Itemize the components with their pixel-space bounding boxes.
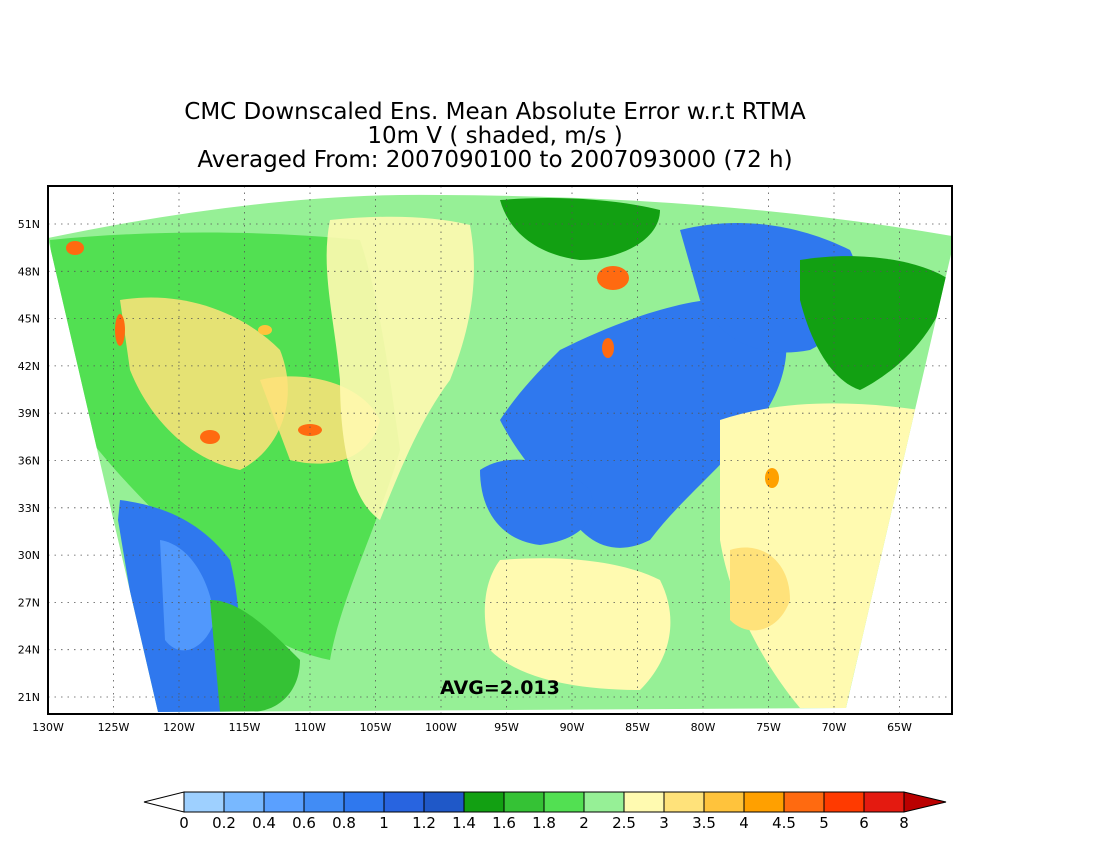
colorbar-swatch [463, 791, 505, 813]
colorbar-swatch [303, 791, 345, 813]
field-baja-green [210, 600, 300, 712]
colorbar-label: 4.5 [772, 814, 796, 832]
latitude-labels: 51N 48N 45N 42N 39N 36N 33N 30N 27N 24N 21N [18, 218, 40, 704]
colorbar-swatch [223, 791, 265, 813]
title-line-2: 10m V ( shaded, m/s ) [367, 123, 623, 149]
colorbar-label: 2.5 [612, 814, 636, 832]
colorbar-label: 0.6 [292, 814, 316, 832]
field-ozarks-blue [480, 459, 593, 545]
lat-tick-label: 39N [18, 407, 40, 420]
lon-tick-label: 105W [360, 721, 392, 734]
lon-tick-label: 65W [887, 721, 912, 734]
longitude-labels: 130W 125W 120W 115W 110W 105W 100W 95W 90W 85W 80W… [32, 721, 912, 734]
colorbar-label: 1.4 [452, 814, 476, 832]
lat-tick-label: 42N [18, 360, 40, 373]
hotspot-colorado [298, 424, 322, 436]
colorbar-swatch [783, 791, 825, 813]
colorbar-label: 0.8 [332, 814, 356, 832]
colorbar-label: 3 [659, 814, 669, 832]
lat-tick-label: 36N [18, 455, 40, 468]
colorbar-swatch [703, 791, 745, 813]
lon-tick-label: 80W [691, 721, 716, 734]
colorbar-label: 3.5 [692, 814, 716, 832]
colorbar-swatch [503, 791, 545, 813]
lat-tick-label: 33N [18, 502, 40, 515]
lon-tick-label: 120W [163, 721, 195, 734]
colorbar-swatch [543, 791, 585, 813]
field-florida-yellow [730, 547, 790, 631]
lon-tick-label: 125W [98, 721, 130, 734]
colorbar-swatch [863, 791, 905, 813]
lat-tick-label: 21N [18, 691, 40, 704]
field-gulf-yellow [484, 558, 671, 690]
hotspot-lake-superior [597, 266, 629, 290]
hotspot-lake-michigan [602, 338, 614, 358]
colorbar-swatch [343, 791, 385, 813]
colorbar-over-arrow [903, 791, 947, 813]
colorbar-label: 1 [379, 814, 389, 832]
lon-tick-label: 75W [756, 721, 781, 734]
colorbar-label: 1.6 [492, 814, 516, 832]
lat-tick-label: 24N [18, 644, 40, 657]
lat-tick-label: 51N [18, 218, 40, 231]
lat-lon-grid [48, 186, 952, 714]
lon-tick-label: 110W [294, 721, 326, 734]
shaded-field [48, 194, 952, 712]
lon-tick-label: 95W [494, 721, 519, 734]
hotspot-nevada [200, 430, 220, 444]
colorbar-label: 1.2 [412, 814, 436, 832]
field-northeast-green [800, 256, 950, 390]
hotspot-pacific-nw [66, 241, 84, 255]
colorbar-label: 4 [739, 814, 749, 832]
map-frame [47, 185, 953, 715]
colorbar-label: 8 [899, 814, 909, 832]
lon-tick-label: 90W [560, 721, 585, 734]
colorbar-label: 0 [179, 814, 189, 832]
colorbar: 0 0.2 0.4 0.6 0.8 1 1.2 1.4 1.6 1.8 2 2.5 3 3.5 4 4.5 5 6… [143, 791, 947, 832]
colorbar-label: 0.4 [252, 814, 276, 832]
title-line-3: Averaged From: 2007090100 to 2007093000 … [197, 147, 793, 173]
field-west-yellow [120, 297, 288, 470]
lon-tick-label: 70W [822, 721, 847, 734]
colorbar-label: 0.2 [212, 814, 236, 832]
colorbar-under-arrow [143, 791, 185, 813]
field-pacific-lightblue [160, 540, 215, 651]
field-plains-yellow [326, 216, 474, 520]
colorbar-swatch [583, 791, 625, 813]
title-line-1: CMC Downscaled Ens. Mean Absolute Error … [184, 99, 806, 125]
lon-tick-label: 85W [625, 721, 650, 734]
lon-tick-label: 130W [32, 721, 64, 734]
lat-tick-label: 45N [18, 313, 40, 326]
lat-tick-label: 48N [18, 265, 40, 278]
lat-tick-label: 30N [18, 549, 40, 562]
colorbar-swatch [663, 791, 705, 813]
lat-tick-label: 27N [18, 596, 40, 609]
colorbar-swatch [183, 791, 225, 813]
colorbar-label: 1.8 [532, 814, 556, 832]
colorbar-swatch [623, 791, 665, 813]
lon-tick-label: 100W [425, 721, 457, 734]
colorbar-label: 5 [819, 814, 829, 832]
hotspot-cascades [115, 314, 125, 346]
field-north-green [500, 198, 660, 260]
lon-tick-label: 115W [229, 721, 261, 734]
colorbar-label: 6 [859, 814, 869, 832]
colorbar-swatch [823, 791, 865, 813]
colorbar-label: 2 [579, 814, 589, 832]
colorbar-swatch [263, 791, 305, 813]
hotspot-montana [258, 325, 272, 335]
colorbar-swatch [383, 791, 425, 813]
colorbar-swatch [743, 791, 785, 813]
colorbar-swatch [423, 791, 465, 813]
hotspot-carolina [765, 468, 779, 488]
map-title: CMC Downscaled Ens. Mean Absolute Error … [0, 100, 990, 172]
avg-label: AVG=2.013 [440, 677, 560, 699]
